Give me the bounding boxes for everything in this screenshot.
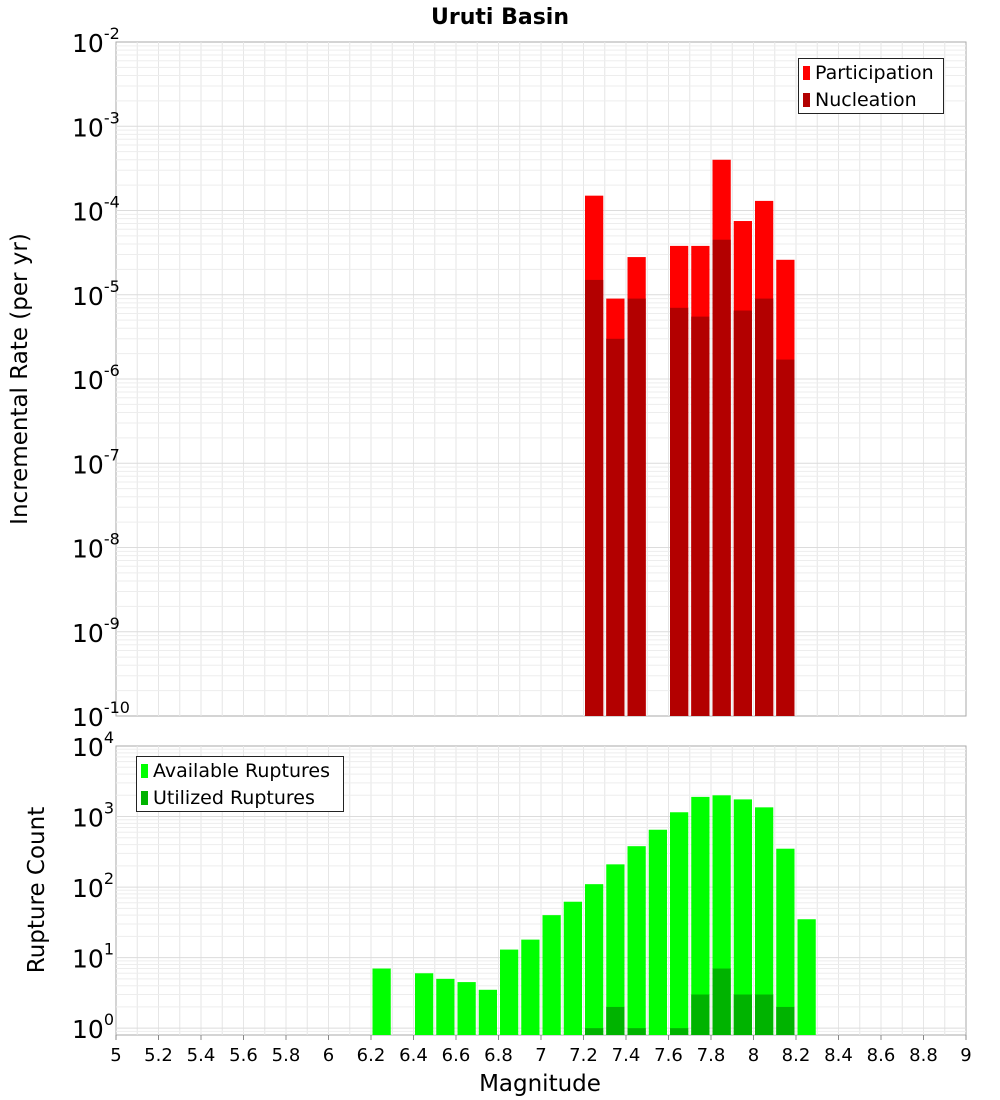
- top-bar-series2: [733, 310, 752, 716]
- bottom-bar-series1: [415, 973, 434, 1035]
- bottom-bar-series1: [755, 807, 774, 1035]
- legend-label-available: Available Ruptures: [153, 759, 330, 782]
- bottom-bar-series1: [733, 799, 752, 1035]
- top-y-tick-label: 10-8: [72, 530, 120, 564]
- bottom-bar-series1: [372, 968, 391, 1035]
- x-tick-label: 5.2: [144, 1045, 173, 1066]
- top-y-tick-label: 10-10: [72, 698, 130, 732]
- top-bar-series2: [585, 279, 604, 716]
- bottom-bar-series1: [648, 829, 667, 1035]
- x-tick-label: 8.4: [824, 1045, 853, 1066]
- bottom-bar-series1: [776, 848, 795, 1035]
- top-y-tick-label: 10-2: [72, 24, 120, 58]
- bottom-bar-series1: [457, 982, 476, 1035]
- x-tick-label: 7.6: [654, 1045, 683, 1066]
- legend-label-participation: Participation: [815, 61, 934, 84]
- top-y-tick-label: 10-6: [72, 361, 120, 395]
- top-bar-series2: [755, 298, 774, 716]
- x-tick-label: 9: [960, 1045, 971, 1066]
- top-legend: Participation Nucleation: [798, 58, 944, 114]
- bottom-bar-series2: [585, 1028, 604, 1035]
- bottom-legend: Available Ruptures Utilized Ruptures: [136, 756, 344, 812]
- bottom-grid: [116, 746, 966, 1035]
- x-tick-label: 6.2: [357, 1045, 386, 1066]
- bottom-bar-series2: [691, 994, 710, 1035]
- x-tick-label: 7.2: [569, 1045, 598, 1066]
- chart-title: Uruti Basin: [431, 5, 569, 30]
- bottom-bar-series2: [755, 994, 774, 1035]
- top-y-tick-label: 10-9: [72, 614, 120, 648]
- x-tick-label: 8: [748, 1045, 759, 1066]
- bottom-bar-series1: [797, 919, 816, 1035]
- bottom-bar-series2: [670, 1028, 689, 1035]
- x-tick-label: 6.8: [484, 1045, 513, 1066]
- x-tick-label: 5.4: [187, 1045, 216, 1066]
- bottom-bar-series1: [500, 949, 519, 1035]
- x-tick-label: 8.6: [867, 1045, 896, 1066]
- bottom-bar-series1: [478, 989, 497, 1035]
- bottom-bar-series1: [542, 915, 561, 1035]
- nucleation-swatch: [803, 92, 810, 107]
- bottom-y-tick-label: 104: [72, 728, 114, 762]
- bottom-bar-series1: [585, 884, 604, 1035]
- bottom-bar-series1: [563, 901, 582, 1035]
- top-y-tick-label: 10-7: [72, 445, 120, 479]
- top-bar-series2: [627, 298, 646, 716]
- bottom-bar-series1: [436, 978, 455, 1035]
- bottom-bar-series2: [733, 994, 752, 1035]
- bottom-bar-series2: [627, 1028, 646, 1035]
- x-tick-label: 6.4: [399, 1045, 428, 1066]
- available-swatch: [141, 763, 148, 778]
- legend-label-utilized: Utilized Ruptures: [153, 786, 315, 809]
- participation-swatch: [803, 65, 810, 80]
- bottom-bar-series2: [712, 968, 731, 1035]
- x-tick-label: 5.8: [272, 1045, 301, 1066]
- top-y-tick-labels: 10-10 10-9 10-8 10-7 10-6 10-5 10-4 10-3 10-2: [72, 24, 130, 732]
- bottom-y-tick-label: 101: [72, 940, 114, 974]
- top-bar-series2: [776, 359, 795, 716]
- bottom-bars: [372, 795, 816, 1035]
- top-y-tick-label: 10-5: [72, 277, 120, 311]
- top-grid: [116, 42, 966, 716]
- x-tick-labels: 5 5.2 5.4 5.6 5.8 6 6.2 6.4 6.6 6.8 7 7.2 7.4 7.6 7.8 8…: [110, 1035, 972, 1066]
- bottom-bar-series2: [776, 1006, 795, 1035]
- top-y-tick-label: 10-4: [72, 193, 120, 227]
- bottom-y-axis-label: Rupture Count: [24, 807, 50, 973]
- x-tick-label: 6.6: [442, 1045, 471, 1066]
- bottom-bar-series2: [606, 1006, 625, 1035]
- bottom-y-tick-label: 103: [72, 799, 114, 833]
- top-bar-series2: [691, 316, 710, 716]
- bottom-bar-series1: [691, 796, 710, 1035]
- bottom-y-tick-labels: 100 101 102 103 104: [72, 728, 114, 1044]
- top-plot: 10-10 10-9 10-8 10-7 10-6 10-5 10-4 10-3 10-2 In…: [7, 24, 967, 732]
- x-tick-label: 8.2: [782, 1045, 811, 1066]
- x-tick-label: 5: [110, 1045, 121, 1066]
- x-tick-label: 5.6: [229, 1045, 258, 1066]
- legend-item-available: Available Ruptures: [137, 757, 343, 784]
- utilized-swatch: [141, 790, 148, 805]
- bottom-bar-series1: [521, 939, 540, 1035]
- bottom-bar-series1: [627, 846, 646, 1035]
- x-tick-label: 8.8: [909, 1045, 938, 1066]
- top-y-tick-label: 10-3: [72, 108, 120, 142]
- x-tick-label: 7.8: [697, 1045, 726, 1066]
- top-y-axis-label: Incremental Rate (per yr): [7, 233, 33, 525]
- bottom-y-tick-label: 100: [72, 1010, 114, 1044]
- legend-label-nucleation: Nucleation: [815, 88, 917, 111]
- top-bar-series2: [606, 338, 625, 716]
- bottom-bar-series1: [606, 864, 625, 1035]
- bottom-y-tick-label: 102: [72, 869, 114, 903]
- x-axis-label: Magnitude: [479, 1071, 601, 1097]
- x-tick-label: 6: [323, 1045, 334, 1066]
- legend-item-participation: Participation: [799, 59, 943, 86]
- legend-item-nucleation: Nucleation: [799, 86, 943, 113]
- bottom-bar-series1: [670, 812, 689, 1035]
- x-tick-label: 7: [535, 1045, 546, 1066]
- top-bar-series2: [670, 307, 689, 716]
- x-tick-label: 7.4: [612, 1045, 641, 1066]
- legend-item-utilized: Utilized Ruptures: [137, 784, 343, 811]
- top-bar-series2: [712, 239, 731, 716]
- top-bars: [585, 159, 795, 717]
